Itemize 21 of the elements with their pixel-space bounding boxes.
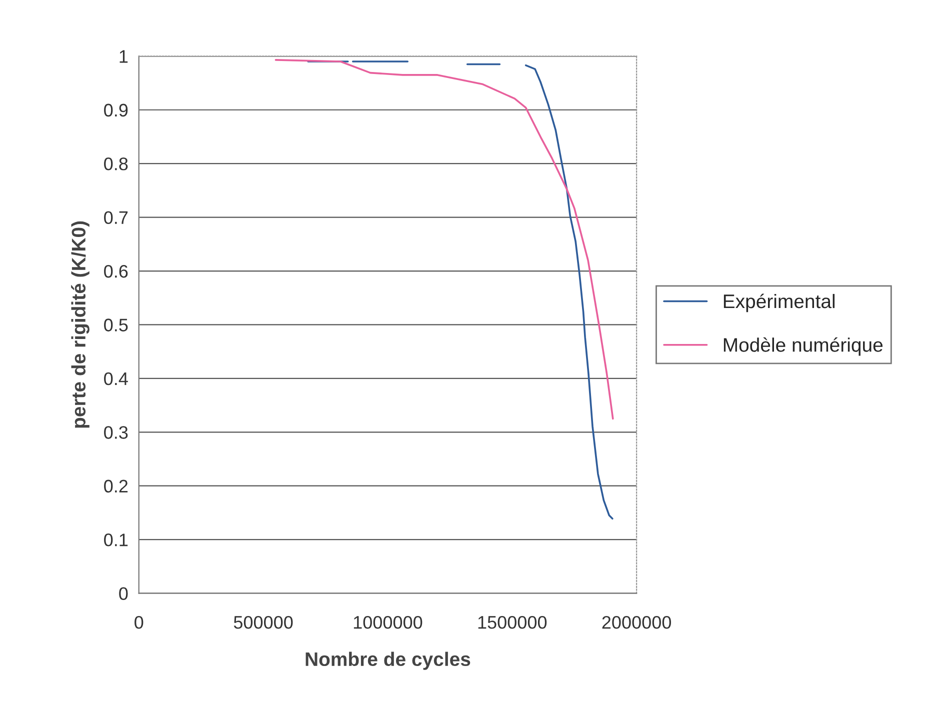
- x-tick-label: 1500000: [478, 616, 547, 629]
- y-tick-label: 0.9: [104, 104, 128, 117]
- x-axis-title: Nombre de cycles: [306, 652, 470, 670]
- y-tick-label: 0.6: [104, 264, 128, 278]
- y-tick-label: 0.1: [104, 534, 128, 546]
- x-tick-label: 0: [134, 616, 144, 629]
- y-tick-label: 0.8: [104, 158, 128, 170]
- x-tick-label: 1000000: [354, 616, 422, 629]
- line-series: [274, 59, 614, 420]
- legend-label: Modèle numérique: [724, 337, 883, 356]
- y-tick-label: 0.7: [104, 211, 128, 224]
- x-tick-label: 500000: [234, 616, 293, 629]
- y-tick-label: 0: [119, 587, 128, 600]
- y-tick-label: 0.4: [104, 372, 128, 386]
- y-tick-label: 0.3: [104, 426, 128, 439]
- y-axis-title: perte de rigidité (K/K0): [71, 221, 90, 428]
- x-tick-label: 2000000: [602, 616, 671, 629]
- y-tick-label: 1: [120, 50, 128, 63]
- y-tick-label: 0.5: [104, 318, 128, 332]
- y-tick-label: 0.2: [104, 480, 128, 493]
- legend-label: Expérimental: [724, 294, 835, 312]
